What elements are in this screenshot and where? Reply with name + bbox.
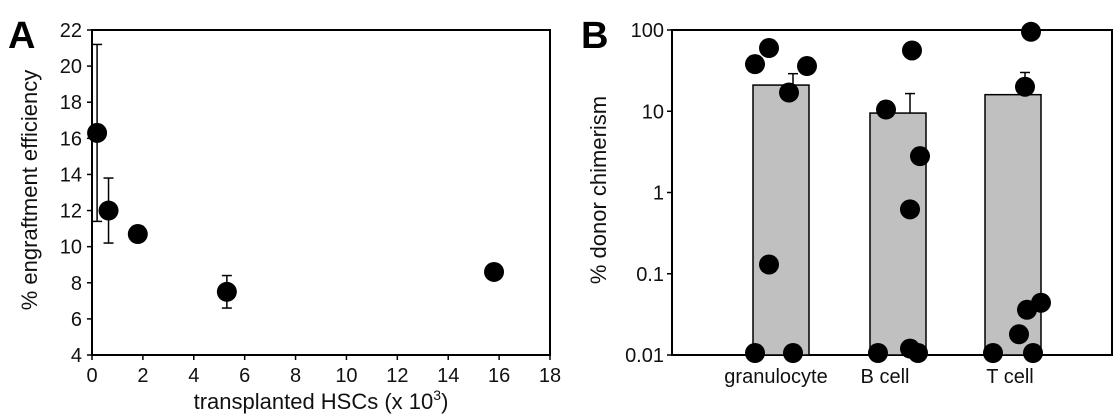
panel-b-data-point bbox=[745, 343, 765, 363]
panel-b-category-label: granulocyte bbox=[724, 366, 827, 388]
panel-a-data-point bbox=[98, 200, 119, 221]
panel-a-y-tick-label: 10 bbox=[60, 237, 82, 259]
panel-b-data-point bbox=[902, 40, 922, 61]
panel-b-data-point bbox=[900, 199, 920, 220]
panel-a-y-axis: 4 6 8 10 12 14 16 18 20 22 bbox=[60, 20, 92, 367]
panel-a-x-tick-label: 16 bbox=[488, 365, 510, 387]
panel-a-x-tick-label: 0 bbox=[86, 365, 97, 387]
panel-label-b: B bbox=[581, 15, 608, 57]
panel-a-x-tick-label: 12 bbox=[386, 365, 408, 387]
panel-b-data-point bbox=[797, 56, 817, 77]
panel-b-bars bbox=[752, 71, 1042, 356]
panel-b-y-axis-label: % donor chimerism bbox=[586, 96, 611, 284]
panel-a-y-tick-label: 22 bbox=[60, 20, 82, 42]
panel-a-data-point bbox=[127, 224, 148, 245]
panel-b-x-axis: granulocyte B cell T cell bbox=[724, 366, 1033, 388]
panel-a-y-tick-label: 6 bbox=[71, 309, 82, 331]
panel-b-data-point bbox=[910, 146, 930, 167]
panel-a-x-tick-label: 4 bbox=[188, 365, 199, 387]
panel-a-x-tick-label: 6 bbox=[239, 365, 250, 387]
panel-a-y-tick-label: 16 bbox=[60, 128, 82, 150]
panel-b-data-point bbox=[1017, 299, 1037, 320]
panel-b-y-tick-label: 10 bbox=[642, 101, 664, 123]
panel-b-series bbox=[745, 21, 1051, 363]
panel-b-data-point bbox=[1009, 324, 1029, 345]
panel-b-y-tick-label: 0.01 bbox=[625, 345, 664, 367]
panel-b-y-tick-label: 0.1 bbox=[636, 264, 664, 286]
panel-b-data-point bbox=[876, 99, 896, 120]
panel-a-plot-frame bbox=[91, 29, 551, 356]
panel-a-x-tick-label: 10 bbox=[335, 365, 357, 387]
panel-a-y-tick-label: 8 bbox=[71, 273, 82, 295]
panel-a-x-tick-label: 14 bbox=[437, 365, 459, 387]
panel-a-y-tick-label: 20 bbox=[60, 56, 82, 78]
panel-a-y-tick-label: 12 bbox=[60, 201, 82, 223]
panel-a-x-tick-label: 2 bbox=[137, 365, 148, 387]
panel-b-y-tick-label: 1 bbox=[653, 183, 664, 205]
panel-b-data-point bbox=[868, 343, 888, 363]
panel-b-data-point bbox=[745, 54, 765, 75]
panel-a-data-point bbox=[484, 261, 505, 282]
panel-b-data-point bbox=[759, 254, 779, 275]
panel-b-y-axis: 0.01 0.1 1 10 100 bbox=[625, 20, 672, 367]
panel-b-data-point bbox=[779, 82, 799, 103]
panel-a-x-tick-label: 18 bbox=[539, 365, 561, 387]
panel-b-data-point bbox=[759, 38, 779, 59]
panel-b-data-point bbox=[983, 343, 1003, 363]
panel-a-x-axis: 0 2 4 6 8 10 12 14 16 18 bbox=[86, 355, 561, 387]
panel-a-y-tick-label: 14 bbox=[60, 164, 82, 186]
panel-b-data-point bbox=[783, 343, 803, 363]
panel-b-plot: 0.01 0.1 1 10 100 granulocyte B cell T cell bbox=[625, 20, 1113, 388]
panel-a-x-tick-label: 8 bbox=[290, 365, 301, 387]
panel-a-y-axis-label: % engraftment efficiency bbox=[17, 70, 42, 311]
panel-b-category-label: T cell bbox=[986, 366, 1033, 388]
panel-b-data-point bbox=[1023, 343, 1043, 363]
panel-a-series bbox=[87, 43, 505, 309]
panel-b-data-point bbox=[908, 343, 928, 363]
panel-b-bar bbox=[752, 84, 810, 356]
panel-a-x-axis-label-main: transplanted HSCs (x 10 bbox=[194, 389, 434, 414]
panel-a-x-axis-label: transplanted HSCs (x 103) bbox=[194, 387, 449, 414]
panel-a-y-tick-label: 18 bbox=[60, 92, 82, 114]
panel-a-x-axis-label-end: ) bbox=[441, 389, 448, 414]
panel-a-y-tick-label: 4 bbox=[71, 345, 82, 367]
panel-b-data-point bbox=[1015, 76, 1035, 97]
panel-a-x-axis-label-exponent: 3 bbox=[433, 387, 441, 403]
panel-a-data-point bbox=[216, 281, 237, 302]
panel-a-data-point bbox=[87, 122, 108, 143]
panel-label-a: A bbox=[8, 15, 35, 57]
panel-b-y-tick-label: 100 bbox=[631, 20, 664, 42]
panel-b-data-point bbox=[1021, 21, 1041, 42]
panel-a-plot: 4 6 8 10 12 14 16 18 20 22 0 2 4 6 8 10 12 14 16 18 bbox=[60, 20, 561, 387]
panel-b-category-label: B cell bbox=[861, 366, 910, 388]
